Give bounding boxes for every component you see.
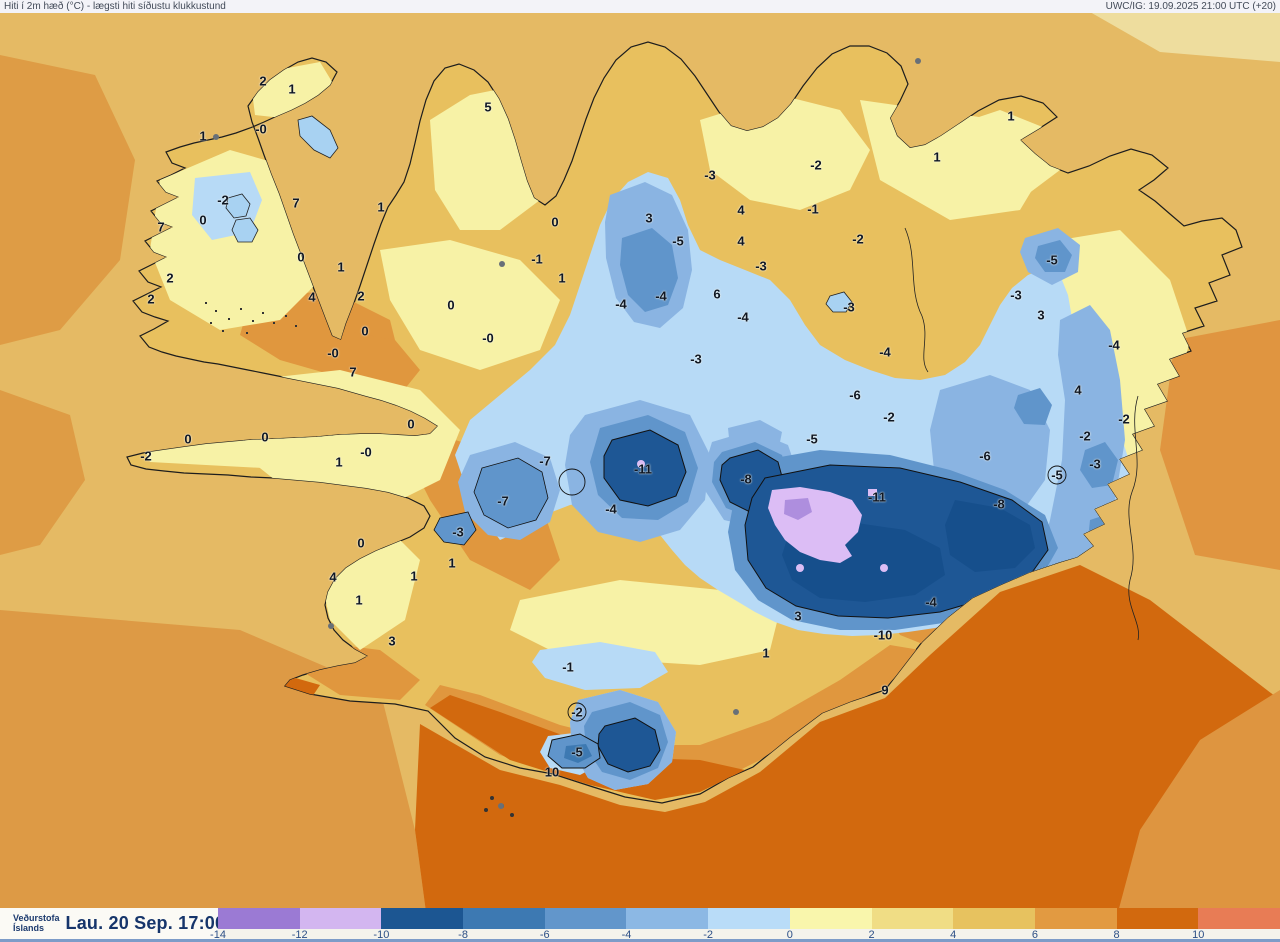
legend-segment [544, 908, 627, 929]
legend-tick-label: -8 [458, 929, 468, 941]
legend-segment [381, 908, 464, 929]
legend-segment [871, 908, 954, 929]
bottom-bar: Veðurstofa Íslands Lau. 20 Sep. 17:00 -1… [0, 908, 1280, 942]
legend-tick-label: -4 [621, 929, 632, 941]
legend-tick-label: -2 [703, 929, 714, 941]
legend-tick-label: 0 [786, 929, 793, 941]
legend-segment [953, 908, 1035, 929]
legend-segment [1198, 908, 1280, 929]
model-run-stamp: UWC/IG: 19.09.2025 21:00 UTC (+20) [1105, 1, 1276, 12]
rivers [904, 227, 1139, 641]
lakes [225, 115, 853, 313]
legend-tick-label: -6 [539, 929, 550, 941]
brand-box: Veðurstofa Íslands Lau. 20 Sep. 17:00 [0, 908, 225, 939]
temperature-color-scale [218, 908, 1280, 929]
legend-segment [1034, 908, 1117, 929]
legend-tick-label: -12 [291, 929, 308, 941]
legend-tick-label: -10 [373, 929, 390, 941]
legend-tick-label: 8 [1113, 929, 1120, 941]
org-name-line1: Veðurstofa [13, 913, 60, 924]
legend-segment [708, 908, 790, 929]
legend-segment [789, 908, 872, 929]
map-title: Hiti í 2m hæð (°C) - lægsti hiti síðustu… [4, 1, 226, 12]
org-name-line2: Íslands [13, 922, 45, 933]
top-bar: Hiti í 2m hæð (°C) - lægsti hiti síðustu… [0, 0, 1280, 13]
legend-tick-label: 2 [868, 929, 875, 941]
legend-segment [1116, 908, 1199, 929]
legend-tick-label: 10 [1192, 929, 1205, 941]
legend-segment [626, 908, 709, 929]
bottom-edge-line [0, 939, 1280, 942]
legend-segment [218, 908, 300, 929]
org-name: Veðurstofa Íslands [13, 913, 60, 933]
legend-segment [299, 908, 382, 929]
legend-tick-label: -14 [210, 929, 226, 941]
legend-segment [463, 908, 545, 929]
valid-datetime: Lau. 20 Sep. 17:00 [65, 913, 226, 933]
temperature-scale-ticks: -14 -12 -10 -8 -6 -4 -2 0 2 4 6 8 10 [210, 929, 1280, 941]
legend-tick-label: 6 [1031, 929, 1038, 941]
legend-tick-label: 4 [950, 929, 957, 941]
